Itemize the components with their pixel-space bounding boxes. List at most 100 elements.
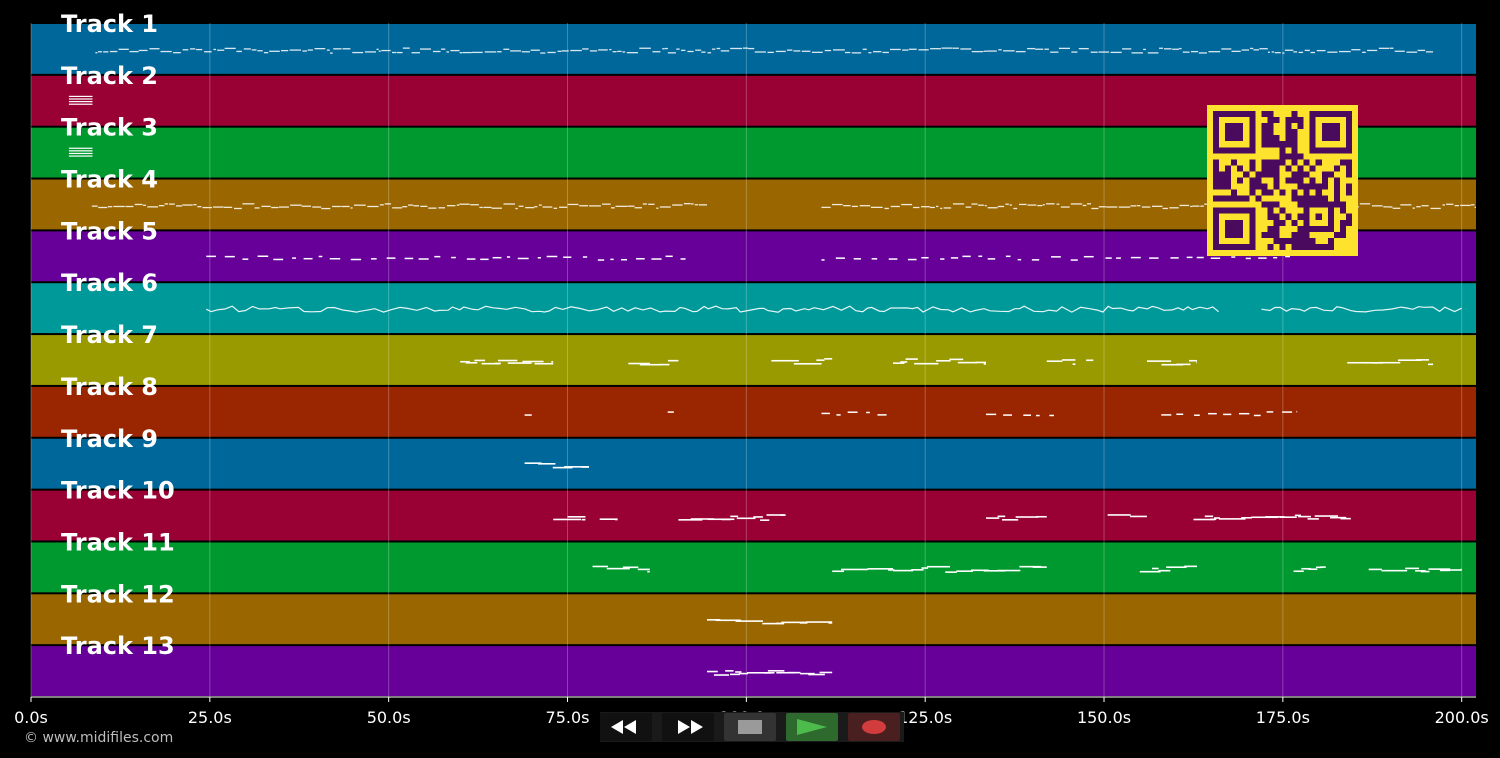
note <box>960 48 972 50</box>
note <box>518 205 524 207</box>
note <box>1147 52 1159 54</box>
record-button[interactable] <box>848 713 900 741</box>
note <box>1009 204 1013 206</box>
stop-button[interactable] <box>724 713 776 741</box>
note <box>1296 410 1298 413</box>
note <box>1070 259 1078 261</box>
note <box>213 206 224 208</box>
note <box>1018 203 1027 206</box>
note <box>721 518 731 521</box>
note <box>983 570 1006 572</box>
note <box>667 52 676 54</box>
note <box>589 50 598 52</box>
note <box>1389 47 1394 49</box>
note <box>491 207 502 209</box>
note <box>497 359 518 362</box>
note <box>1036 515 1047 518</box>
note <box>914 362 939 365</box>
track-label: Track 6 <box>61 269 158 297</box>
note <box>1271 51 1275 53</box>
note <box>1131 52 1144 54</box>
note <box>1036 414 1040 417</box>
note <box>462 51 472 54</box>
note <box>819 671 833 674</box>
note <box>1304 49 1310 52</box>
note <box>1161 363 1184 366</box>
note <box>379 204 384 206</box>
note <box>281 49 289 52</box>
note <box>1223 413 1232 416</box>
note <box>1161 414 1172 416</box>
note <box>868 52 872 54</box>
note <box>621 258 628 261</box>
note <box>1105 257 1112 259</box>
note <box>1149 257 1159 259</box>
note <box>1184 565 1198 568</box>
note <box>224 255 235 258</box>
note-group <box>985 515 1047 521</box>
note <box>767 51 774 54</box>
note <box>1176 363 1191 366</box>
note <box>263 51 269 54</box>
note <box>945 571 957 573</box>
note <box>396 51 403 54</box>
note <box>927 565 951 568</box>
note <box>832 570 844 573</box>
note <box>1428 568 1451 570</box>
note <box>760 519 770 521</box>
note <box>1141 206 1151 208</box>
note <box>1015 516 1039 518</box>
note <box>205 305 1219 313</box>
note <box>1116 257 1121 259</box>
note <box>446 51 449 53</box>
note <box>913 206 920 209</box>
note <box>997 569 1021 572</box>
note <box>582 256 588 258</box>
note <box>816 359 825 361</box>
note <box>537 462 556 465</box>
note <box>1378 47 1390 49</box>
play-button[interactable] <box>786 713 838 741</box>
note <box>776 622 785 625</box>
fast-forward-button[interactable] <box>662 713 714 741</box>
note <box>1082 204 1087 207</box>
note <box>352 51 364 54</box>
note <box>1387 206 1393 208</box>
note <box>341 205 350 208</box>
note <box>561 50 569 52</box>
note <box>1166 566 1187 568</box>
note <box>800 672 815 675</box>
note <box>402 206 408 208</box>
note <box>986 50 997 52</box>
tick-label: 125.0s <box>898 708 952 727</box>
stop-icon <box>738 720 762 734</box>
rewind-button[interactable] <box>600 713 652 741</box>
note <box>460 360 470 363</box>
note <box>1340 517 1351 520</box>
note <box>824 358 833 360</box>
note <box>1265 516 1285 518</box>
note <box>547 51 556 54</box>
note <box>1279 516 1297 518</box>
note <box>103 51 109 53</box>
rewind-icon <box>611 720 636 734</box>
tick-label: 150.0s <box>1077 708 1131 727</box>
note <box>1129 515 1147 518</box>
note <box>68 150 93 152</box>
note <box>690 203 694 205</box>
note <box>1221 48 1232 50</box>
note <box>998 49 1002 51</box>
note <box>1058 47 1070 50</box>
note <box>793 363 822 365</box>
note <box>799 622 808 624</box>
note <box>801 50 811 52</box>
note <box>497 51 502 53</box>
note <box>273 258 284 261</box>
note <box>1460 568 1462 571</box>
note <box>434 255 441 258</box>
note <box>871 258 878 260</box>
note <box>109 50 118 53</box>
note <box>1253 49 1259 51</box>
note-group <box>1193 514 1351 521</box>
note <box>1170 257 1179 259</box>
